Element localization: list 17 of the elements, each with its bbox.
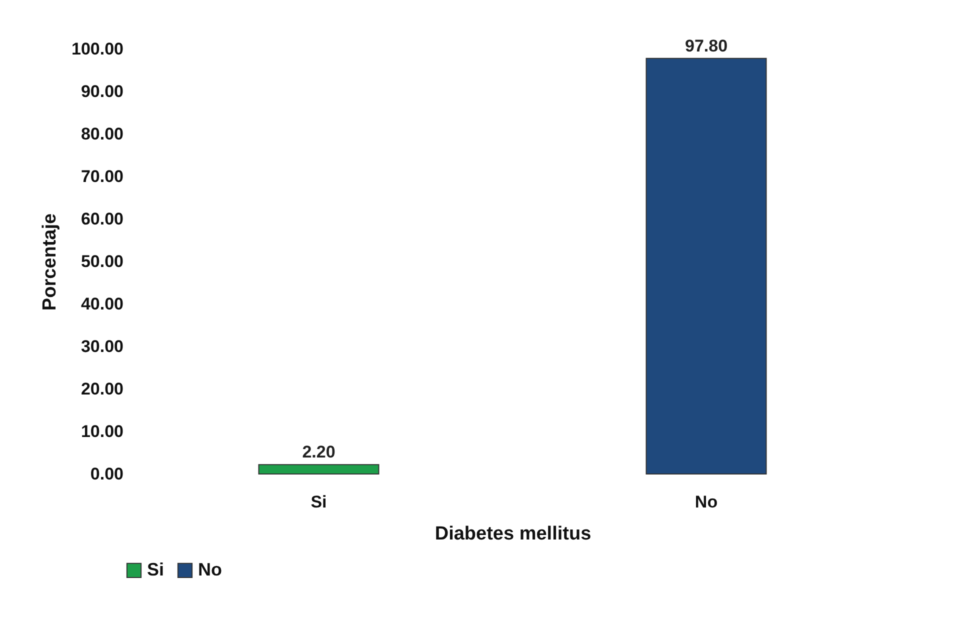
y-tick-label: 80.00 — [80, 124, 124, 144]
y-tick-label: 100.00 — [72, 40, 124, 58]
y-tick-label: 0.00 — [90, 464, 124, 484]
data-label: 2.20 — [302, 442, 336, 462]
y-tick-label: 40.00 — [80, 294, 124, 314]
y-tick-label: 50.00 — [80, 252, 124, 271]
y-tick-label: 20.00 — [80, 380, 124, 398]
legend-label: Si — [147, 559, 164, 580]
x-axis-title: Diabetes mellitus — [434, 524, 592, 544]
y-tick-label: 30.00 — [80, 337, 124, 356]
y-tick-label: 10.00 — [80, 422, 124, 441]
legend-label: No — [198, 559, 222, 580]
y-tick-label: 60.00 — [80, 210, 124, 228]
data-label: 97.80 — [684, 36, 728, 56]
y-tick-label: 90.00 — [80, 82, 124, 101]
y-tick-label: 70.00 — [80, 167, 124, 186]
y-axis-title: Porcentaje — [40, 213, 61, 311]
